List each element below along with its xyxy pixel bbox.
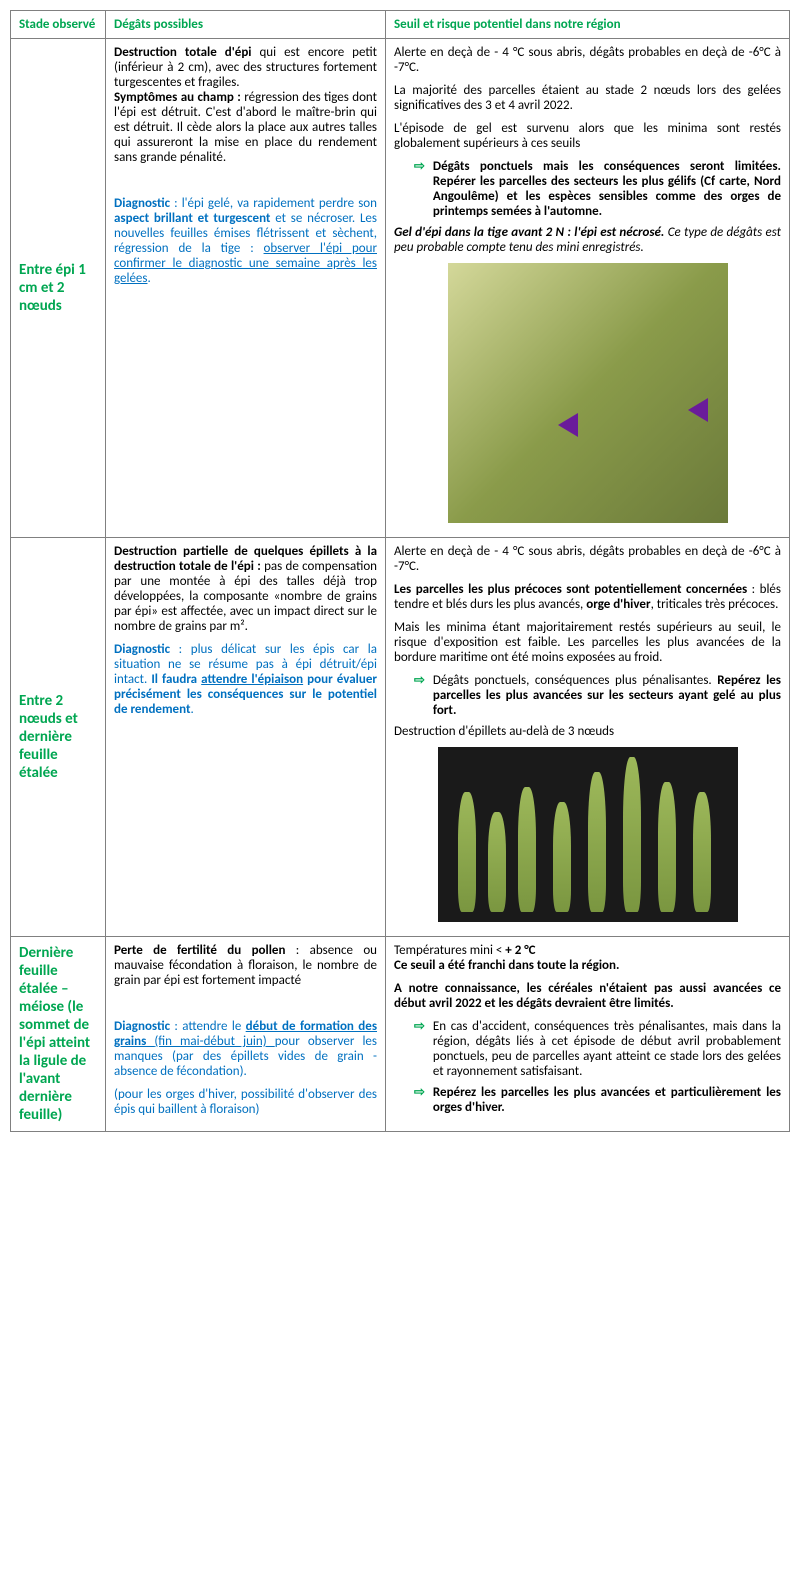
arrow-text-part: Dégâts ponctuels, conséquences plus péna…: [433, 673, 717, 688]
seuil-paragraph: Alerte en deçà de - 4 °C sous abris, dég…: [394, 45, 781, 75]
arrow-icon: ⇨: [414, 1085, 425, 1115]
diagnostic-paren: (fin mai-début juin): [154, 1034, 274, 1049]
stade-cell-2: Entre 2 nœuds et dernière feuille étalée: [11, 538, 106, 937]
seuil-cell-2: Alerte en deçà de - 4 °C sous abris, dég…: [386, 538, 790, 937]
image-caption: Destruction d'épillets au-delà de 3 nœud…: [394, 724, 781, 739]
seuil-paragraph: A notre connaissance, les céréales n'éta…: [394, 981, 781, 1011]
diagnostic-bold: Il faudra: [151, 672, 201, 687]
gel-epi-bold: Gel d'épi dans la tige avant 2 N : l'épi…: [394, 225, 664, 240]
diagnostic-text: .: [190, 702, 193, 717]
epi-necrose-image: [448, 263, 728, 523]
arrow-text: En cas d'accident, conséquences très pén…: [433, 1019, 781, 1079]
table-row: Entre 2 nœuds et dernière feuille étalée…: [11, 538, 790, 937]
diagnostic-label: Diagnostic: [114, 196, 170, 211]
arrow-text: Repérez les parcelles les plus avancées …: [433, 1085, 781, 1115]
arrow-text: Dégâts ponctuels, conséquences plus péna…: [433, 673, 781, 718]
diagnostic-extra: (pour les orges d'hiver, possibilité d'o…: [114, 1087, 377, 1117]
stade-cell-3: Dernière feuille étalée – méiose (le som…: [11, 937, 106, 1132]
seuil-cell-1: Alerte en deçà de - 4 °C sous abris, dég…: [386, 39, 790, 538]
table-row: Dernière feuille étalée – méiose (le som…: [11, 937, 790, 1132]
arrow-bullet: ⇨ Dégâts ponctuels, conséquences plus pé…: [414, 673, 781, 718]
symptomes-label: Symptômes au champ :: [114, 90, 241, 105]
diagnostic-text: : attendre le: [170, 1019, 246, 1034]
seuil-bold: + 2 °C: [505, 943, 535, 958]
table-header-row: Stade observé Dégâts possibles Seuil et …: [11, 11, 790, 39]
seuil-paragraph: Alerte en deçà de - 4 °C sous abris, dég…: [394, 544, 781, 574]
header-stade: Stade observé: [11, 11, 106, 39]
seuil-bold: Ce seuil a été franchi dans toute la rég…: [394, 958, 619, 973]
seuil-paragraph: L'épisode de gel est survenu alors que l…: [394, 121, 781, 151]
arrow-bullet: ⇨ Repérez les parcelles les plus avancée…: [414, 1085, 781, 1115]
diagnostic-text: : l'épi gelé, va rapidement perdre son: [170, 196, 377, 211]
diagnostic-text: .: [147, 271, 150, 286]
seuil-paragraph: Mais les minima étant majoritairement re…: [394, 620, 781, 665]
degats-title: Perte de fertilité du pollen: [114, 943, 285, 958]
degats-title: Destruction totale d'épi: [114, 45, 251, 60]
degats-cell-1: Destruction totale d'épi qui est encore …: [106, 39, 386, 538]
seuil-text: , triticales très précoces.: [651, 597, 779, 612]
seuil-bold: Les parcelles les plus précoces sont pot…: [394, 582, 747, 597]
diagnostic-underline: attendre l'épiaison: [201, 672, 303, 687]
seuil-text: Températures mini <: [394, 943, 505, 958]
arrow-icon: ⇨: [414, 673, 425, 718]
seuil-paragraph: La majorité des parcelles étaient au sta…: [394, 83, 781, 113]
degats-cell-3: Perte de fertilité du pollen : absence o…: [106, 937, 386, 1132]
stade-cell-1: Entre épi 1 cm et 2 nœuds: [11, 39, 106, 538]
arrow-text: Dégâts ponctuels mais les conséquences s…: [433, 159, 781, 219]
diagnostic-label: Diagnostic: [114, 1019, 170, 1034]
header-seuil: Seuil et risque potentiel dans notre rég…: [386, 11, 790, 39]
arrow-icon: ⇨: [414, 159, 425, 219]
seuil-bold: orge d'hiver: [586, 597, 650, 612]
diagnostic-bold: aspect brillant et turgescent: [114, 211, 270, 226]
header-degats: Dégâts possibles: [106, 11, 386, 39]
seuil-cell-3: Températures mini < + 2 °C Ce seuil a ét…: [386, 937, 790, 1132]
arrow-bullet: ⇨ En cas d'accident, conséquences très p…: [414, 1019, 781, 1079]
arrow-bullet: ⇨ Dégâts ponctuels mais les conséquences…: [414, 159, 781, 219]
epillets-destruction-image: [438, 747, 738, 922]
table-row: Entre épi 1 cm et 2 nœuds Destruction to…: [11, 39, 790, 538]
diagnostic-label: Diagnostic: [114, 642, 170, 657]
degats-cell-2: Destruction partielle de quelques épille…: [106, 538, 386, 937]
arrow-icon: ⇨: [414, 1019, 425, 1079]
frost-damage-table: Stade observé Dégâts possibles Seuil et …: [10, 10, 790, 1132]
